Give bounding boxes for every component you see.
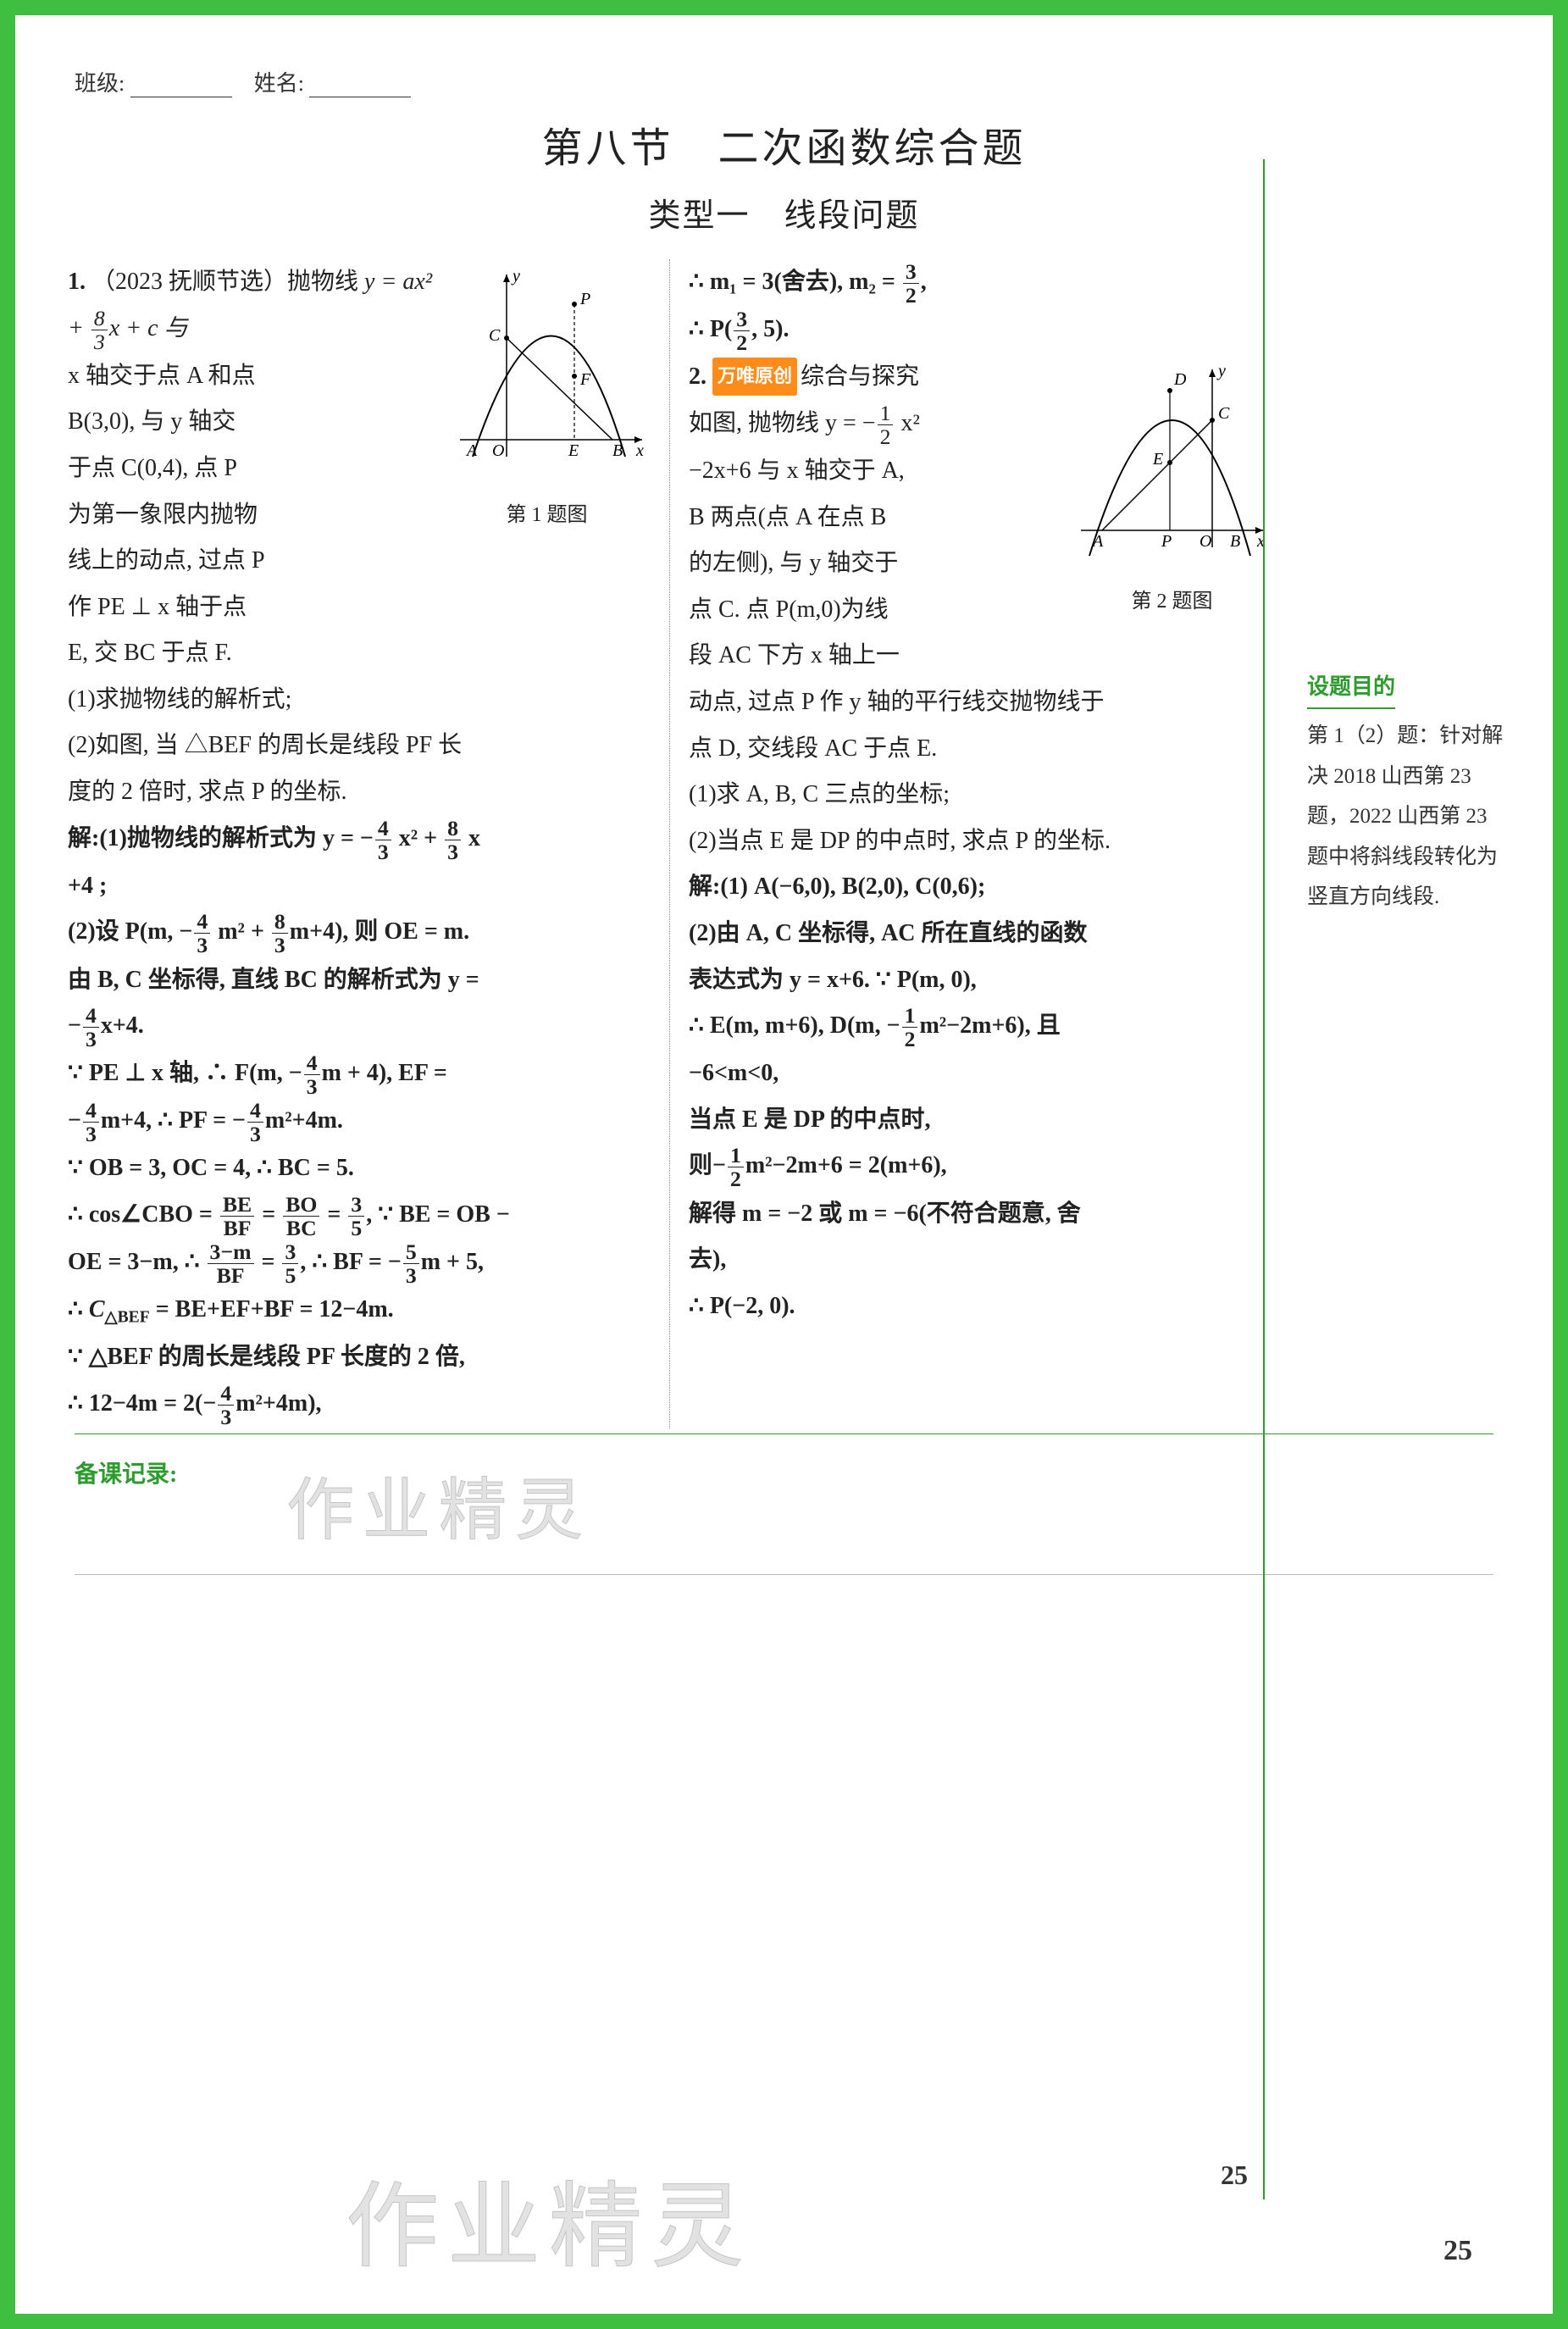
p1-sol1b: +4 ; xyxy=(68,863,651,910)
figure-2-svg: y x O A B C D E P xyxy=(1072,361,1272,560)
svg-text:A: A xyxy=(1091,532,1104,551)
sidebar-body: 第 1（2）题：针对解决 2018 山西第 23 题，2022 山西第 23 题… xyxy=(1307,716,1509,918)
column-left: y x O A B C P F E 第 1 题图 1. （2023 抚顺节选）抛… xyxy=(49,259,670,1428)
column-right: ∴ m₁ = 3(舍去), m₂ = 32, ∴ P(32, 5). xyxy=(670,259,1290,1428)
p1-q2b: 度的 2 倍时, 求点 P 的坐标. xyxy=(68,769,651,816)
svg-text:B: B xyxy=(612,441,623,460)
name-blank[interactable] xyxy=(309,71,411,97)
p1-sol2m: ∵ △BEF 的周长是线段 PF 长度的 2 倍, xyxy=(68,1334,651,1381)
inner-page-number: 25 xyxy=(1221,2160,1248,2191)
p1-sol2k: OE = 3−m, ∴ 3−mBF = 35, ∴ BF = −53m + 5, xyxy=(68,1239,651,1287)
p2-b7: 点 D, 交线段 AC 于点 E. xyxy=(689,726,1272,773)
section-title: 第八节 二次函数综合题 xyxy=(49,114,1519,174)
svg-text:E: E xyxy=(1152,450,1163,469)
content-columns: y x O A B C P F E 第 1 题图 1. （2023 抚顺节选）抛… xyxy=(49,259,1519,1428)
rt-line2: ∴ P(32, 5). xyxy=(689,307,1272,354)
svg-text:P: P xyxy=(1161,532,1172,551)
name-label: 姓名: xyxy=(254,71,304,96)
svg-text:P: P xyxy=(579,290,590,308)
p2-sol2b: 表达式为 y = x+6. ∵ P(m, 0), xyxy=(689,957,1272,1004)
figure-2: y x O A B C D E P 第 2 题图 xyxy=(1072,361,1272,621)
svg-text:O: O xyxy=(1200,532,1211,551)
page-frame: 班级: 姓名: 第八节 二次函数综合题 类型一 线段问题 xyxy=(0,0,1568,2329)
header-fill-in: 班级: 姓名: xyxy=(75,66,1519,97)
outer-page-number: 25 xyxy=(1443,2235,1472,2267)
vertical-green-rule xyxy=(1263,159,1265,2199)
svg-text:B: B xyxy=(1230,532,1240,551)
class-label: 班级: xyxy=(75,71,125,96)
svg-text:A: A xyxy=(465,441,478,460)
p2-badge-tail: 综合与探究 xyxy=(801,363,919,390)
figure-1-caption: 第 1 题图 xyxy=(443,496,651,535)
sidebar: 设题目的 第 1（2）题：针对解决 2018 山西第 23 题，2022 山西第… xyxy=(1290,259,1519,1428)
p2-q1: (1)求 A, B, C 三点的坐标; xyxy=(689,772,1272,818)
sidebar-title: 设题目的 xyxy=(1307,666,1395,709)
p1-sol2a: (2)设 P(m, −43 m² + 83m+4), 则 OE = m. xyxy=(68,909,651,957)
class-blank[interactable] xyxy=(130,71,232,97)
figure-2-caption: 第 2 题图 xyxy=(1072,582,1272,622)
p1-q2a: (2)如图, 当 △BEF 的周长是线段 PF 长 xyxy=(68,723,651,769)
svg-text:D: D xyxy=(1173,370,1187,389)
p2-badge: 万唯原创 xyxy=(712,358,797,396)
p2-sol1: 解:(1) A(−6,0), B(2,0), C(0,6); xyxy=(689,864,1272,911)
svg-text:C: C xyxy=(1218,404,1230,423)
p1-q1: (1)求抛物线的解析式; xyxy=(68,677,651,724)
svg-text:O: O xyxy=(492,441,504,460)
p1-sol2n: ∴ 12−4m = 2(−43m²+4m), xyxy=(68,1381,651,1428)
p2-sol2d: −6<m<0, xyxy=(689,1051,1272,1097)
watermark-2: 作业精灵 xyxy=(346,2150,752,2286)
type-title: 类型一 线段问题 xyxy=(49,189,1519,236)
svg-text:y: y xyxy=(511,267,520,286)
p2-number: 2. xyxy=(689,363,706,390)
p1-sol2i: ∵ OB = 3, OC = 4, ∴ BC = 5. xyxy=(68,1145,651,1192)
p1-sol2f: ∵ PE ⊥ x 轴, ∴ F(m, −43m + 4), EF = xyxy=(68,1051,651,1098)
p1-b7: E, 交 BC 于点 F. xyxy=(68,630,651,677)
svg-text:x: x xyxy=(635,441,644,460)
p1-b5: 线上的动点, 过点 P xyxy=(68,538,651,585)
p2-sol2g: 解得 m = −2 或 m = −6(不符合题意, 舍 xyxy=(689,1191,1272,1238)
svg-text:E: E xyxy=(568,441,579,460)
p1-sol2d: 由 B, C 坐标得, 直线 BC 的解析式为 y = xyxy=(68,957,651,1004)
p2-sol2c: ∴ E(m, m+6), D(m, −12m²−2m+6), 且 xyxy=(689,1003,1272,1051)
p2-sol2e: 当点 E 是 DP 的中点时, xyxy=(689,1097,1272,1144)
p1-b6: 作 PE ⊥ x 轴于点 xyxy=(68,585,651,631)
p1-source: （2023 抚顺节选）抛物线 xyxy=(91,269,364,295)
figure-1-svg: y x O A B C P F E xyxy=(443,266,651,474)
p2-sol2a: (2)由 A, C 坐标得, AC 所在直线的函数 xyxy=(689,911,1272,957)
p2-q2: (2)当点 E 是 DP 的中点时, 求点 P 的坐标. xyxy=(689,818,1272,865)
p2-sol2h: 去), xyxy=(689,1237,1272,1284)
figure-1: y x O A B C P F E 第 1 题图 xyxy=(443,266,651,535)
rt-line1: ∴ m₁ = 3(舍去), m₂ = 32, xyxy=(689,259,1272,307)
p2-b5: 段 AC 下方 x 轴上一 xyxy=(689,633,1272,679)
p1-sol2l: ∴ C△BEF = BE+EF+BF = 12−4m. xyxy=(68,1287,651,1334)
notes-label: 备课记录: xyxy=(75,1456,1519,1489)
notes-top-rule xyxy=(75,1433,1493,1434)
svg-text:C: C xyxy=(489,326,501,345)
svg-text:F: F xyxy=(579,370,591,389)
p2-b6: 动点, 过点 P 作 y 轴的平行线交抛物线于 xyxy=(689,679,1272,726)
p1-sol1: 解:(1)抛物线的解析式为 y = −43 x² + 83 x xyxy=(68,816,651,863)
p2-sol2f: 则−12m²−2m+6 = 2(m+6), xyxy=(689,1143,1272,1190)
notes-writing-line xyxy=(75,1574,1493,1575)
svg-text:y: y xyxy=(1216,362,1226,380)
p1-sol2h: −43m+4, ∴ PF = −43m²+4m. xyxy=(68,1098,651,1145)
p1-sol2e: −43x+4. xyxy=(68,1003,651,1051)
p1-sol2j: ∴ cos∠CBO = BEBF = BOBC = 35, ∵ BE = OB … xyxy=(68,1192,651,1239)
page-inner: 班级: 姓名: 第八节 二次函数综合题 类型一 线段问题 xyxy=(49,66,1519,2297)
p2-sol2i: ∴ P(−2, 0). xyxy=(689,1284,1272,1330)
p1-number: 1. xyxy=(68,269,86,295)
